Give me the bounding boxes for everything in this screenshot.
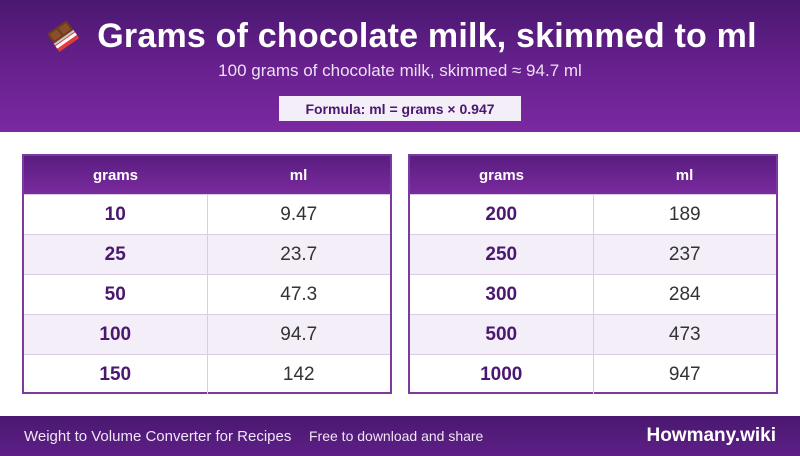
conversion-table-left: grams ml 10 9.47 25 23.7 50 47.3 100 94.… [22, 154, 392, 394]
grams-cell: 100 [24, 315, 208, 354]
table-row: 100 94.7 [24, 314, 390, 354]
grams-cell: 200 [410, 195, 594, 234]
ml-cell: 473 [668, 323, 701, 345]
ml-cell: 237 [668, 243, 701, 265]
ml-cell: 23.7 [280, 243, 318, 265]
column-header-grams: grams [478, 166, 525, 184]
grams-cell: 300 [410, 275, 594, 314]
table-row: 50 47.3 [24, 274, 390, 314]
footer-bar: Weight to Volume Converter for Recipes F… [0, 416, 800, 456]
table-row: 300 284 [410, 274, 776, 314]
conversion-table-right: grams ml 200 189 250 237 300 284 500 473… [408, 154, 778, 394]
ml-cell: 189 [668, 203, 701, 225]
grams-cell: 10 [24, 195, 208, 234]
table-header: grams ml [24, 156, 390, 194]
table-header: grams ml [410, 156, 776, 194]
table-row: 500 473 [410, 314, 776, 354]
brand-logo[interactable]: Howmany.wiki [646, 425, 776, 446]
ml-cell: 47.3 [280, 283, 318, 305]
page-subtitle: 100 grams of chocolate milk, skimmed ≈ 9… [218, 61, 582, 80]
header-banner: Grams of chocolate milk, skimmed to ml 1… [0, 0, 800, 132]
table-row: 1000 947 [410, 354, 776, 394]
chocolate-bar-icon [43, 16, 83, 56]
footer-tagline: Weight to Volume Converter for Recipes [24, 427, 292, 445]
ml-cell: 9.47 [280, 203, 318, 225]
table-row: 25 23.7 [24, 234, 390, 274]
title-row: Grams of chocolate milk, skimmed to ml [0, 14, 800, 58]
grams-cell: 25 [24, 235, 208, 274]
ml-cell: 94.7 [280, 323, 318, 345]
grams-cell: 150 [24, 355, 208, 394]
grams-cell: 1000 [410, 355, 594, 394]
grams-cell: 50 [24, 275, 208, 314]
ml-cell: 284 [668, 283, 701, 305]
formula-badge: Formula: ml = grams × 0.947 [279, 96, 521, 121]
footer-note: Free to download and share [309, 428, 484, 444]
grams-cell: 250 [410, 235, 594, 274]
column-header-grams: grams [92, 166, 139, 184]
table-row: 250 237 [410, 234, 776, 274]
page-title: Grams of chocolate milk, skimmed to ml [97, 16, 757, 55]
column-header-ml: ml [289, 166, 308, 184]
grams-cell: 500 [410, 315, 594, 354]
ml-cell: 142 [282, 363, 315, 385]
ml-cell: 947 [668, 363, 701, 385]
table-row: 200 189 [410, 194, 776, 234]
column-header-ml: ml [675, 166, 694, 184]
table-row: 10 9.47 [24, 194, 390, 234]
table-row: 150 142 [24, 354, 390, 394]
